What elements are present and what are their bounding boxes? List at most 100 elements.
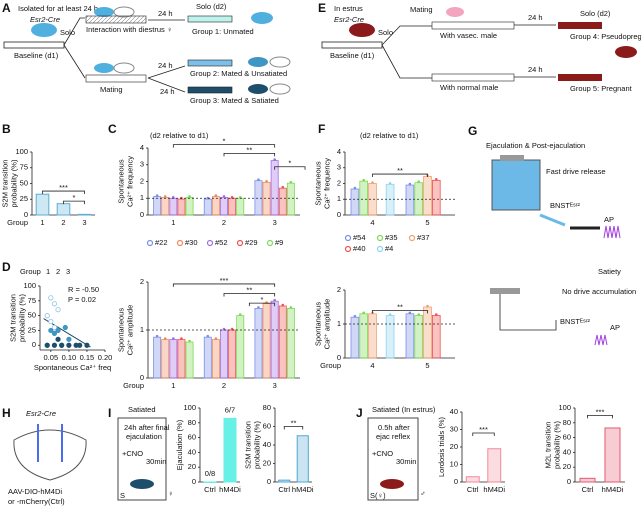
bar (368, 313, 377, 359)
y-axis-label: Ca²⁺ amplitude (322, 299, 331, 350)
y-axis-label: M2L transition (543, 422, 552, 469)
label: Isolated for at least 24 h (18, 4, 98, 13)
mating-bar (85, 74, 147, 83)
label: 30min (396, 457, 416, 466)
y-tick-label: 20 (450, 442, 458, 451)
dot (426, 304, 429, 308)
bar (228, 329, 237, 379)
legend-marker (146, 239, 154, 247)
dot (417, 180, 421, 184)
sig-bracket (283, 426, 304, 430)
mouse-icon (248, 84, 268, 94)
mouse-icon (130, 479, 154, 489)
y-axis-label: Spontaneous (313, 161, 322, 205)
y-tick-label: 100 (558, 403, 571, 412)
bar (405, 184, 415, 216)
y-tick-label: 20 (563, 462, 571, 471)
y-tick-label: 3 (337, 163, 341, 172)
mouse-icon (113, 62, 135, 74)
x-tick-label: 2 (61, 218, 65, 227)
value-label: 0/8 (205, 469, 215, 478)
y-axis-label: S2M transition (243, 421, 252, 469)
x-tick-label: 1 (171, 381, 175, 390)
sig-bracket (63, 200, 85, 205)
stat: P = 0.02 (68, 295, 96, 304)
label: 24h after final (124, 423, 170, 432)
x-tick-label: 5 (425, 361, 429, 370)
legend-marker (408, 234, 416, 242)
x-tick-label: 2 (222, 381, 226, 390)
x-tick-label: 3 (273, 381, 277, 390)
legend-label: #54 (353, 233, 366, 242)
label: 24 h (528, 13, 543, 22)
label: Esr2-Cre (30, 15, 60, 24)
label: 30min (146, 457, 166, 466)
bar (203, 481, 217, 483)
label: S (120, 491, 125, 500)
y-tick-label: 20 (263, 458, 271, 467)
label: ♂ (420, 489, 426, 498)
bar (278, 479, 291, 483)
label: Esr2-Cre (26, 409, 56, 418)
dot (206, 334, 210, 338)
dot (273, 298, 276, 302)
label: Solo (378, 28, 393, 37)
y-axis-label: S2M transition (8, 294, 17, 342)
dot (257, 306, 260, 309)
x-tick-label: Ctrl (204, 485, 216, 494)
y-tick-label: 40 (450, 407, 458, 416)
bar (185, 341, 194, 379)
group-bar (187, 86, 233, 94)
label: S(♀) (370, 491, 386, 500)
sig-label: *** (220, 276, 229, 285)
label: With normal male (440, 83, 498, 92)
label: BNSTᴱˢʳ² (560, 317, 590, 326)
y-tick-label: 40 (563, 447, 571, 456)
sig-label: * (223, 137, 226, 146)
label: 24 h (158, 9, 173, 18)
arrow (514, 24, 556, 78)
y-tick-label: 2 (337, 178, 341, 187)
y-tick-label: 30 (450, 424, 458, 433)
dot (362, 178, 366, 182)
sig-label: *** (596, 407, 605, 416)
bar (177, 339, 186, 379)
y-tick-label: 50 (28, 311, 36, 320)
bar (414, 315, 423, 359)
legend-marker (344, 234, 352, 242)
dot (289, 180, 293, 184)
y-tick-label: 0 (32, 340, 36, 349)
mouse-icon (251, 12, 273, 24)
x-tick-label: Ctrl (582, 485, 594, 494)
sig-label: * (288, 159, 291, 168)
legend-label: #37 (417, 233, 430, 242)
label: AAV-DIO-hM4Di (8, 487, 62, 496)
dot (214, 194, 218, 197)
legend-label: #9 (275, 238, 283, 247)
dot (206, 196, 210, 200)
bar (385, 183, 395, 216)
y-tick-label: 80 (563, 418, 571, 427)
label: ejac reflex (376, 432, 410, 441)
y-tick-label: 60 (563, 433, 571, 442)
x-tick-label: 5 (425, 218, 429, 227)
y-tick-label: 100 (15, 147, 28, 156)
bar (465, 476, 480, 483)
y-axis-label: probability (%) (9, 159, 18, 207)
bar (223, 417, 237, 483)
label: +CNO (372, 449, 393, 458)
injection (37, 424, 63, 462)
point (51, 324, 58, 331)
bar (177, 198, 186, 216)
bar (487, 448, 502, 483)
bar (604, 427, 621, 483)
panel-j-scheme: J Satiated (In estrus) 0.5h after ejac r… (356, 405, 436, 501)
y-tick-label: 0 (454, 477, 458, 486)
panel-letter: F (318, 122, 325, 136)
x-tick-label: 2 (222, 218, 226, 227)
panel-letter: A (2, 1, 11, 15)
y-axis-label: Ca²⁺ frequency (125, 156, 134, 207)
sig-label: ** (246, 286, 252, 295)
y-axis-label: Spontaneous (313, 302, 322, 346)
point (51, 342, 58, 348)
